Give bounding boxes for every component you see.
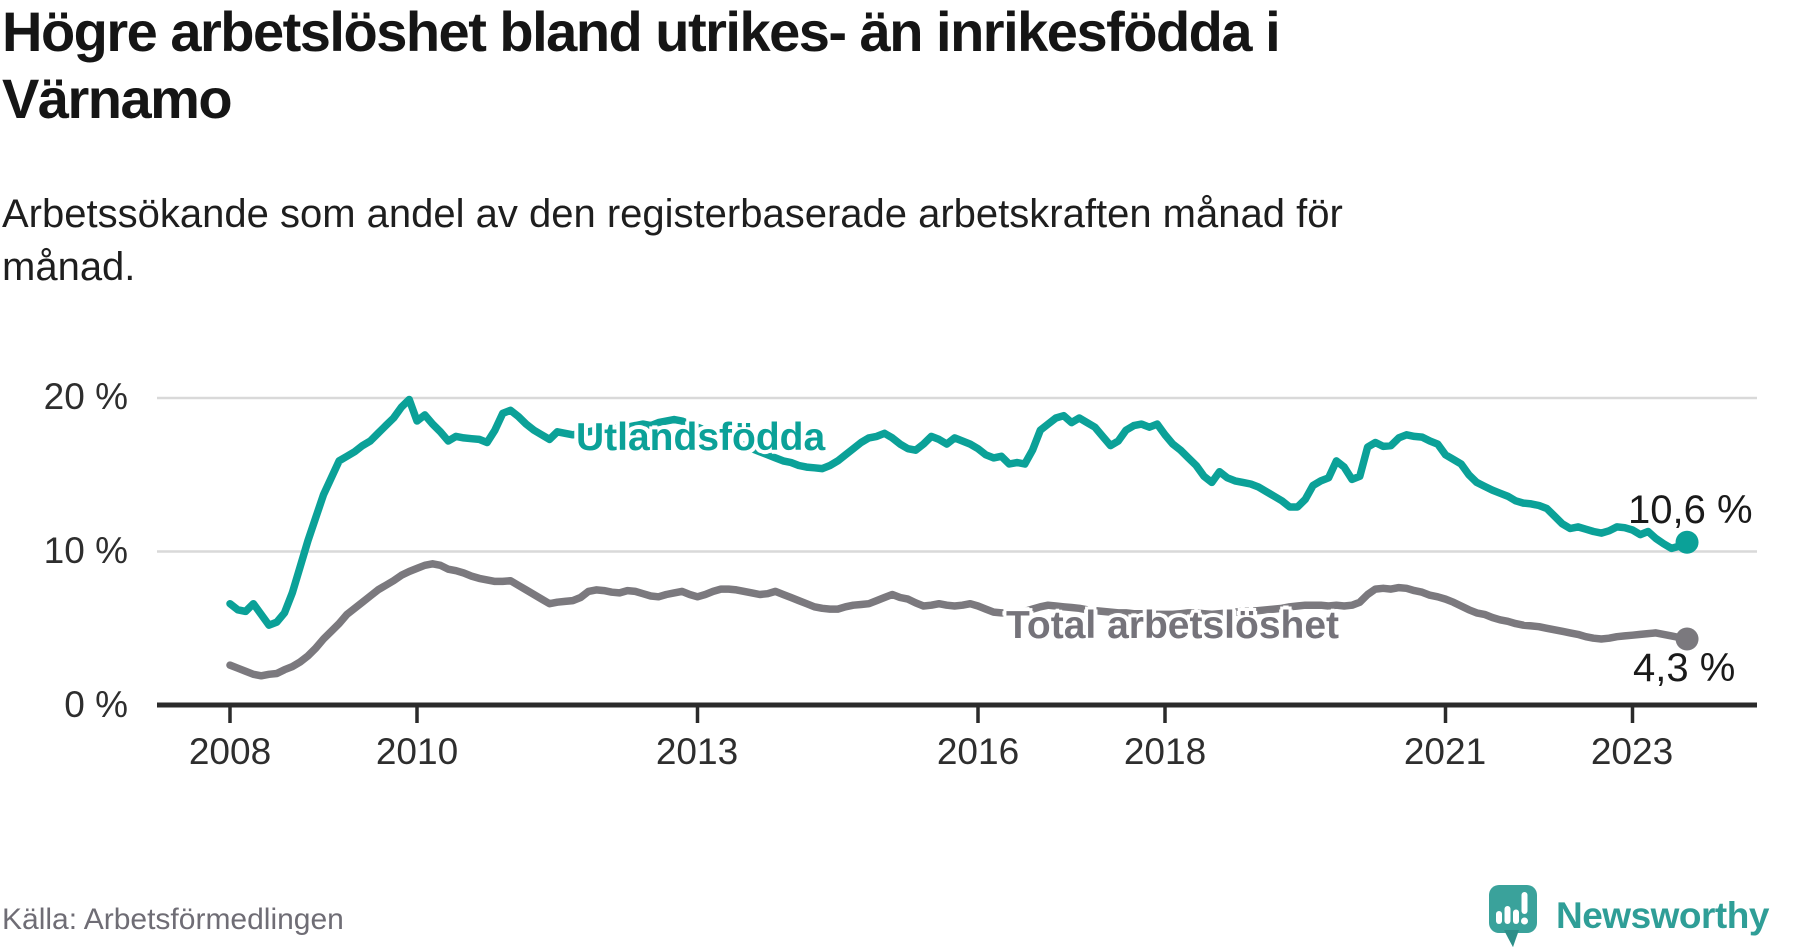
x-axis-label-2018: 2018 [1123,731,1207,772]
chart-subtitle: Arbetssökande som andel av den registerb… [2,192,1343,289]
y-axis-label-0: 0 % [64,684,128,725]
x-axis-label-2023: 2023 [1590,731,1674,772]
source-credit: Källa: Arbetsförmedlingen [2,903,344,936]
x-axis-label-2013: 2013 [655,731,739,772]
x-axis-label-2010: 2010 [375,731,459,772]
page-title-line1: Högre arbetslöshet bland utrikes- än inr… [2,0,1281,63]
x-axis-label-2021: 2021 [1403,731,1487,772]
newsworthy-logo-icon [1489,885,1537,947]
y-axis-label-10: 10 % [43,530,128,571]
page-title-line2: Värnamo [2,67,233,131]
end-value-utlandsfodda: 10,6 % [1628,488,1753,532]
y-axis-label-20: 20 % [43,376,128,417]
x-axis-label-2008: 2008 [188,731,272,772]
x-axis-label-2016: 2016 [936,731,1020,772]
newsworthy-logo: Newsworthy [1488,884,1769,948]
series-label-utlandsfodda: Utlandsfödda [576,416,826,459]
page-title: Högre arbetslöshet bland utrikes- än inr… [2,0,1522,132]
series-label-total-arbetsloshet: Total arbetslöshet [1006,604,1340,647]
newsworthy-logo-text: Newsworthy [1556,895,1769,936]
end-value-total: 4,3 % [1633,646,1736,690]
